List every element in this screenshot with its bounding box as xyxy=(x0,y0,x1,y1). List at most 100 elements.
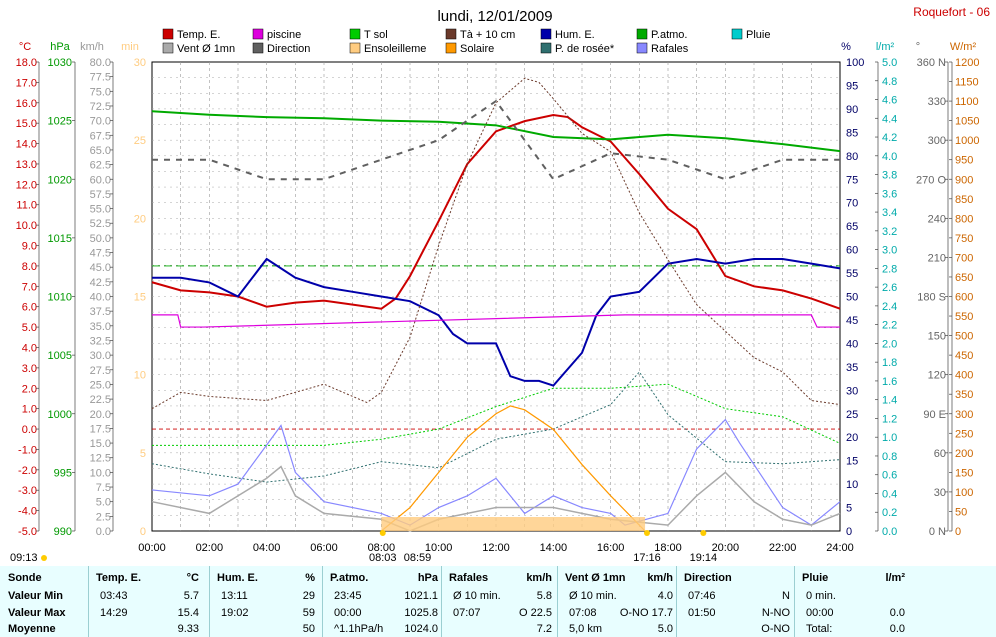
solar-tick-label: 1000 xyxy=(955,135,979,147)
time-tick-label: 04:00 xyxy=(253,542,281,554)
stats-cell-value: 15.4 xyxy=(177,607,199,619)
stats-cell-value: 50 xyxy=(302,623,315,635)
rain-tick-label: 3.0 xyxy=(882,245,897,257)
time-tick-label: 16:00 xyxy=(597,542,625,554)
temp-tick-label: -4.0 xyxy=(18,506,37,518)
hum-tick-label: 25 xyxy=(846,409,858,421)
station-name: Roquefort - 06 xyxy=(913,5,990,19)
temp-tick-label: 2.0 xyxy=(22,383,37,395)
legend-label: Solaire xyxy=(460,43,494,55)
legend-swatch xyxy=(540,42,552,54)
wind-tick-label: 20.0 xyxy=(90,409,111,421)
hum-tick-label: 45 xyxy=(846,315,858,327)
moonset-marker xyxy=(700,530,707,536)
minutes-tick-label: 30 xyxy=(134,57,146,69)
temp-tick-label: 11.0 xyxy=(16,200,37,212)
solar-tick-label: 1150 xyxy=(955,77,979,89)
series-layer xyxy=(151,77,841,532)
stats-cell-value: O-NO xyxy=(761,623,790,635)
minutes-tick-label: 10 xyxy=(134,370,146,382)
solar-tick-label: 200 xyxy=(955,448,973,460)
time-tick-label: 12:00 xyxy=(482,542,510,554)
stats-header: Temp. E. xyxy=(96,572,142,584)
legend-label: Direction xyxy=(267,43,310,55)
stats-cell-value: O 22.5 xyxy=(518,607,552,619)
stats-divider xyxy=(557,566,558,637)
rain-tick-label: 0.6 xyxy=(882,470,897,482)
stats-cell-value: 4.0 xyxy=(657,590,673,602)
stats-header: Direction xyxy=(684,572,732,584)
series-t-10-cm xyxy=(151,77,841,410)
time-tick-label: 22:00 xyxy=(769,542,797,554)
rain-tick-label: 4.8 xyxy=(882,76,897,88)
wind-tick-label: 47.5 xyxy=(90,248,111,260)
rain-tick-label: 0.8 xyxy=(882,451,897,463)
weather-chart: lundi, 12/01/2009 Roquefort - 06 Temp. E… xyxy=(10,5,990,564)
patmo-tick-label: 990 xyxy=(54,526,72,538)
solar-tick-label: 500 xyxy=(955,331,973,343)
hum-tick-label: 80 xyxy=(846,151,858,163)
stats-panel: Sonde Temp. E. °C Hum. E.% P.atmo. hPa Rafales… xyxy=(0,566,996,637)
stats-divider xyxy=(322,566,323,637)
sunset-label: 17:16 xyxy=(633,552,661,564)
legend-swatch xyxy=(252,28,264,40)
stats-row-label: Moyenne xyxy=(8,623,56,635)
dir-tick-label: 150 xyxy=(928,331,946,343)
wind-tick-label: 80.0 xyxy=(90,57,111,69)
solar-tick-label: 850 xyxy=(955,194,973,206)
legend-swatch xyxy=(445,28,457,40)
hum-tick-label: 70 xyxy=(846,198,858,210)
dir-axis-unit: ° xyxy=(916,41,920,53)
rain-tick-label: 2.4 xyxy=(882,301,897,313)
minutes-tick-label: 20 xyxy=(134,213,146,225)
legend-swatch xyxy=(445,42,457,54)
stats-cell-left: 07:08 xyxy=(569,607,597,619)
series-t-sol xyxy=(152,383,841,446)
temp-tick-label: 10.0 xyxy=(16,220,37,232)
rain-tick-label: 1.8 xyxy=(882,357,897,369)
dir-tick-label: 90 E xyxy=(923,409,946,421)
stats-header-unit: km/h xyxy=(647,572,673,584)
time-tick-label: 10:00 xyxy=(425,542,453,554)
rain-tick-label: 1.6 xyxy=(882,376,897,388)
legend-label: Pluie xyxy=(746,29,770,41)
dir-tick-label: 0 N xyxy=(929,526,946,538)
stats-cell-value: 1025.8 xyxy=(404,607,438,619)
stats-cell-left: 07:46 xyxy=(688,590,716,602)
wind-tick-label: 45.0 xyxy=(90,262,111,274)
dir-tick-label: 240 xyxy=(928,213,946,225)
dir-tick-label: 60 xyxy=(934,448,946,460)
minutes-tick-label: 0 xyxy=(140,526,146,538)
wind-tick-label: 0.0 xyxy=(96,526,111,538)
legend-label: Ensoleilleme xyxy=(364,43,426,55)
minutes-tick-label: 5 xyxy=(140,448,146,460)
time-tick-label: 14:00 xyxy=(540,542,568,554)
stats-cell-value: O-NO 17.7 xyxy=(619,607,673,619)
stats-cell-left: 01:50 xyxy=(688,607,716,619)
stats-cell-left: 19:02 xyxy=(221,607,249,619)
stats-cell-value: 29 xyxy=(302,590,315,602)
rain-tick-label: 3.4 xyxy=(882,207,897,219)
wind-tick-label: 52.5 xyxy=(90,218,111,230)
stats-header: P.atmo. xyxy=(330,572,369,584)
wind-tick-label: 17.5 xyxy=(90,423,111,435)
minutes-tick-label: 15 xyxy=(134,292,146,304)
hum-tick-label: 100 xyxy=(846,57,864,69)
solar-tick-label: 750 xyxy=(955,233,973,245)
rain-tick-label: 2.2 xyxy=(882,320,897,332)
rain-tick-label: 4.2 xyxy=(882,132,897,144)
stats-cell-value: N xyxy=(782,590,790,602)
stats-cell-value: 5.8 xyxy=(536,590,552,602)
rain-axis-unit: l/m² xyxy=(876,41,895,53)
temp-tick-label: 18.0 xyxy=(16,57,37,69)
stats-cell-value: 0.0 xyxy=(889,623,905,635)
time-tick-label: 06:00 xyxy=(310,542,338,554)
moonrise-marker xyxy=(41,555,47,561)
time-tick-label: 24:00 xyxy=(826,542,854,554)
hum-tick-label: 40 xyxy=(846,338,858,350)
wind-tick-label: 12.5 xyxy=(90,453,111,465)
solar-tick-label: 300 xyxy=(955,409,973,421)
stats-header: Pluie xyxy=(802,572,829,584)
wind-tick-label: 60.0 xyxy=(90,174,111,186)
rain-tick-label: 2.6 xyxy=(882,282,897,294)
